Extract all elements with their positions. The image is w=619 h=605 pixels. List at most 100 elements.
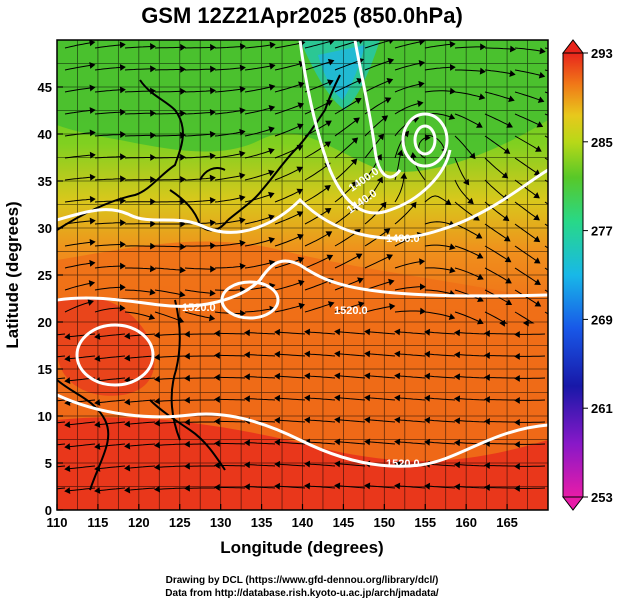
streamline [514, 157, 540, 176]
streamline [57, 465, 66, 468]
streamline [305, 397, 336, 401]
x-tick-label: 125 [169, 515, 191, 530]
streamline-arrowhead [120, 175, 126, 183]
streamline-arrowhead [297, 256, 305, 264]
streamline [275, 485, 306, 489]
streamline [244, 64, 275, 71]
streamline [65, 465, 96, 470]
streamline-arrowhead [505, 277, 512, 284]
contour-label: 1520.0 [334, 305, 368, 317]
streamline-arrowhead [351, 137, 359, 144]
streamline-arrowhead [394, 438, 401, 446]
streamline-arrowhead [380, 201, 387, 209]
streamline-arrowhead [514, 419, 520, 426]
x-tick-label: 140 [292, 515, 314, 530]
streamline [184, 199, 215, 203]
streamline-arrowhead [89, 151, 96, 159]
streamline [274, 82, 304, 93]
streamline [514, 443, 546, 446]
streamline [334, 278, 363, 291]
streamline-arrowhead [88, 280, 96, 287]
streamline-arrowhead [89, 173, 96, 181]
streamline-arrowhead [424, 372, 431, 380]
streamline-arrowhead [376, 176, 383, 184]
streamline [65, 487, 96, 492]
streamline-arrowhead [239, 239, 246, 247]
streamline [395, 397, 426, 401]
streamline-arrowhead [326, 79, 334, 86]
streamline [484, 398, 515, 401]
contour-label: 1480.0 [386, 233, 420, 245]
streamline-arrowhead [514, 375, 520, 382]
colorbar-top-arrow [561, 39, 585, 54]
streamline [305, 331, 336, 335]
streamline-arrowhead [214, 461, 220, 469]
streamline-arrowhead [184, 374, 190, 382]
streamline-arrowhead [214, 439, 220, 447]
streamline [394, 202, 417, 225]
streamline [425, 419, 456, 423]
streamline [184, 68, 216, 71]
streamline [215, 332, 246, 335]
streamline-arrowhead [538, 71, 546, 79]
streamline-arrowhead [94, 465, 101, 472]
streamline-arrowhead [364, 328, 371, 336]
streamline-arrowhead [386, 254, 393, 261]
streamline [454, 113, 483, 128]
streamline-arrowhead [124, 332, 131, 340]
contour-label: 1520.0 [182, 302, 216, 314]
streamline [304, 162, 331, 181]
streamline-arrowhead [180, 198, 186, 205]
streamline-arrowhead [484, 484, 490, 492]
streamline [274, 189, 303, 203]
streamline [124, 179, 155, 181]
streamline-arrowhead [180, 65, 186, 73]
streamline [65, 355, 96, 360]
streamline-arrowhead [522, 319, 529, 327]
streamline-arrowhead [504, 256, 512, 263]
streamline [154, 134, 186, 137]
streamline [214, 196, 245, 203]
streamline-arrowhead [383, 228, 391, 235]
streamline-arrowhead [449, 266, 456, 274]
streamline [425, 397, 456, 401]
streamline-arrowhead [94, 487, 101, 494]
streamline [514, 91, 544, 102]
streamline [484, 332, 515, 335]
streamline [394, 62, 425, 71]
streamline [154, 355, 186, 358]
streamline-arrowhead [239, 150, 246, 158]
streamline-arrowhead [354, 97, 362, 105]
streamline-arrowhead [180, 43, 186, 51]
streamline-arrowhead [420, 283, 426, 291]
streamline [244, 261, 275, 269]
streamline [424, 195, 451, 206]
streamline-arrowhead [484, 418, 490, 426]
streamline-arrowhead [274, 460, 281, 468]
streamline-arrowhead [448, 313, 456, 320]
streamline-arrowhead [296, 166, 304, 173]
streamline [214, 67, 245, 71]
y-tick-label: 35 [38, 174, 52, 189]
streamline-arrowhead [89, 107, 96, 114]
height-contours [57, 40, 548, 468]
streamline [425, 331, 456, 335]
colorbar-gradient [562, 52, 584, 498]
streamline [95, 443, 126, 448]
y-tick-label: 0 [45, 503, 52, 518]
streamline [335, 331, 366, 335]
streamline [484, 267, 512, 284]
streamline [424, 134, 447, 154]
streamline [334, 253, 362, 269]
streamline-arrowhead [64, 465, 71, 473]
contour-1520b [57, 393, 548, 468]
streamline-arrowhead [214, 483, 220, 491]
streamline-arrowhead [324, 141, 332, 148]
streamline [394, 173, 405, 203]
streamline-arrowhead [324, 207, 332, 215]
y-tick-label: 25 [38, 268, 52, 283]
streamline [94, 44, 125, 49]
streamline-arrowhead [149, 265, 156, 273]
streamline-arrowhead [534, 300, 542, 307]
figure-title: GSM 12Z21Apr2025 (850.0hPa) [141, 3, 463, 28]
